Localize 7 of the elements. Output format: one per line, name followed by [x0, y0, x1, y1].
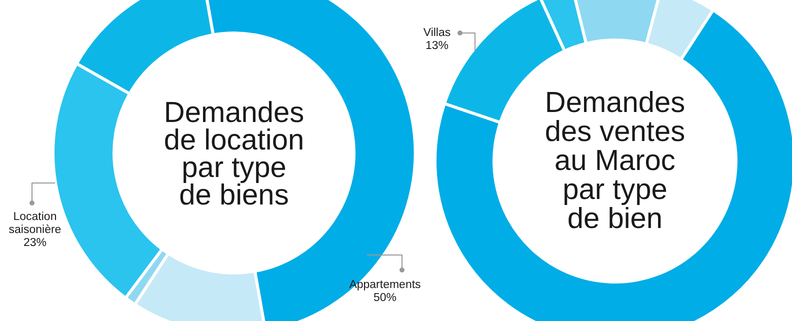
data-label: 23% [23, 237, 47, 249]
slice-label: Location saisonière [8, 211, 62, 236]
text: Demandes de location par type de biens [164, 97, 304, 212]
text: Demandes des ventes au Maroc par type de bien [544, 87, 686, 235]
data-label: 13% [425, 40, 449, 52]
slice-label: Villas [423, 27, 451, 39]
data-label: 50% [373, 292, 397, 304]
